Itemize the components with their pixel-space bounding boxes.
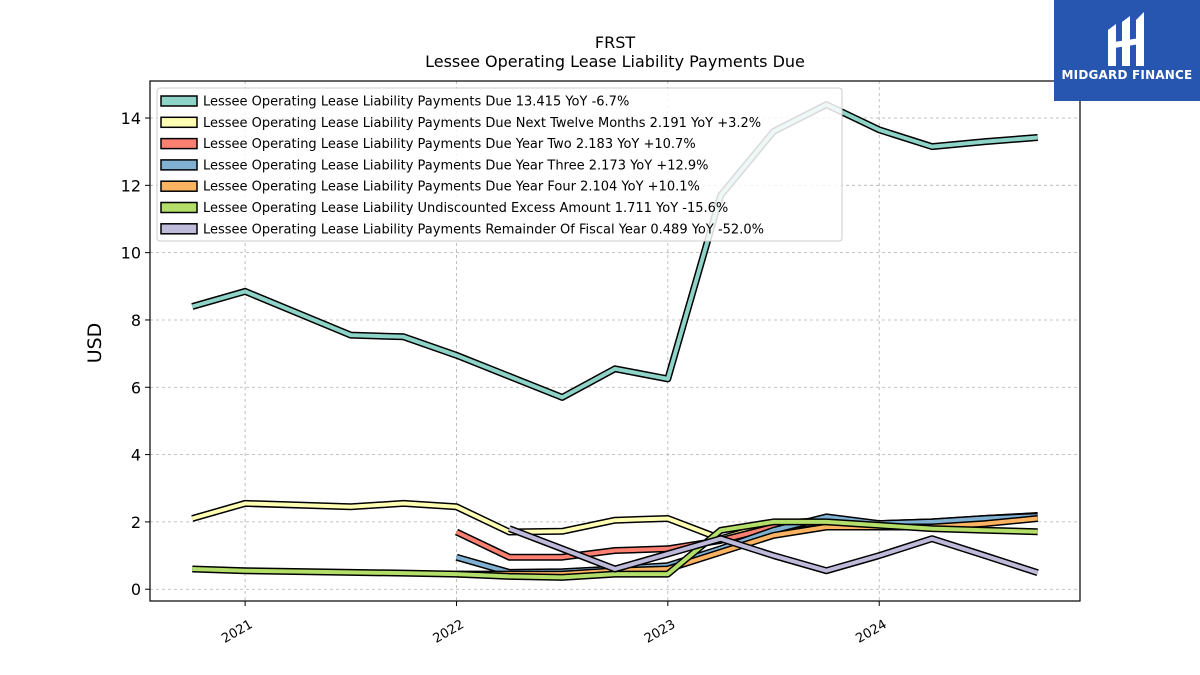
legend-entry: Lessee Operating Lease Liability Payment… <box>203 116 761 131</box>
logo-mark-icon <box>1108 12 1144 66</box>
series-lessee-operating-lease-liability-undiscounted-excess-amount <box>192 518 1038 581</box>
logo-text: MIDGARD FINANCE <box>1061 68 1193 82</box>
x-tick-label: 2023 <box>642 617 678 647</box>
y-tick-label: 0 <box>131 580 141 599</box>
y-tick-label: 14 <box>121 109 141 128</box>
midgard-finance-logo: MIDGARD FINANCE <box>1054 0 1200 101</box>
legend-entry: Lessee Operating Lease Liability Payment… <box>203 137 696 152</box>
legend-swatch <box>160 201 198 214</box>
plot-frame <box>149 80 1081 602</box>
legend-swatch <box>160 137 198 150</box>
legend-swatch <box>160 180 198 192</box>
series-line <box>191 102 1038 400</box>
legend-entry: Lessee Operating Lease Liability Payment… <box>203 95 629 110</box>
x-tick-label: 2021 <box>219 617 255 647</box>
y-tick-label: 4 <box>131 446 141 465</box>
chart-subtitle: Lessee Operating Lease Liability Payment… <box>425 52 805 71</box>
legend-entry: Lessee Operating Lease Liability Undisco… <box>203 201 728 216</box>
series-line <box>192 519 1038 580</box>
legend: Lessee Operating Lease Liability Payment… <box>156 87 843 242</box>
legend-swatch <box>160 223 198 235</box>
legend-entry: Lessee Operating Lease Liability Payment… <box>203 222 764 237</box>
legend-entry: Lessee Operating Lease Liability Payment… <box>203 158 709 173</box>
y-tick-label: 2 <box>131 513 141 532</box>
y-tick-label: 8 <box>131 311 141 330</box>
legend-box <box>156 87 843 242</box>
y-axis-label: USD <box>84 323 106 364</box>
y-tick-label: 10 <box>121 244 141 263</box>
x-tick-label: 2022 <box>431 617 467 647</box>
series-lessee-operating-lease-liability-payments-remainder-of-fiscal-year <box>508 525 1039 577</box>
legend-swatch <box>160 95 198 107</box>
legend-swatch <box>160 116 198 129</box>
series-lines <box>191 101 1039 581</box>
series-line <box>508 526 1039 575</box>
y-tick-label: 6 <box>131 378 141 397</box>
y-tick-label: 12 <box>121 176 141 195</box>
x-tick-label: 2024 <box>853 617 889 647</box>
legend-entry: Lessee Operating Lease Liability Payment… <box>203 180 700 195</box>
legend-swatch <box>160 159 198 171</box>
series-lessee-operating-lease-liability-payments-due <box>191 101 1038 401</box>
chart-title: FRST <box>595 33 635 52</box>
